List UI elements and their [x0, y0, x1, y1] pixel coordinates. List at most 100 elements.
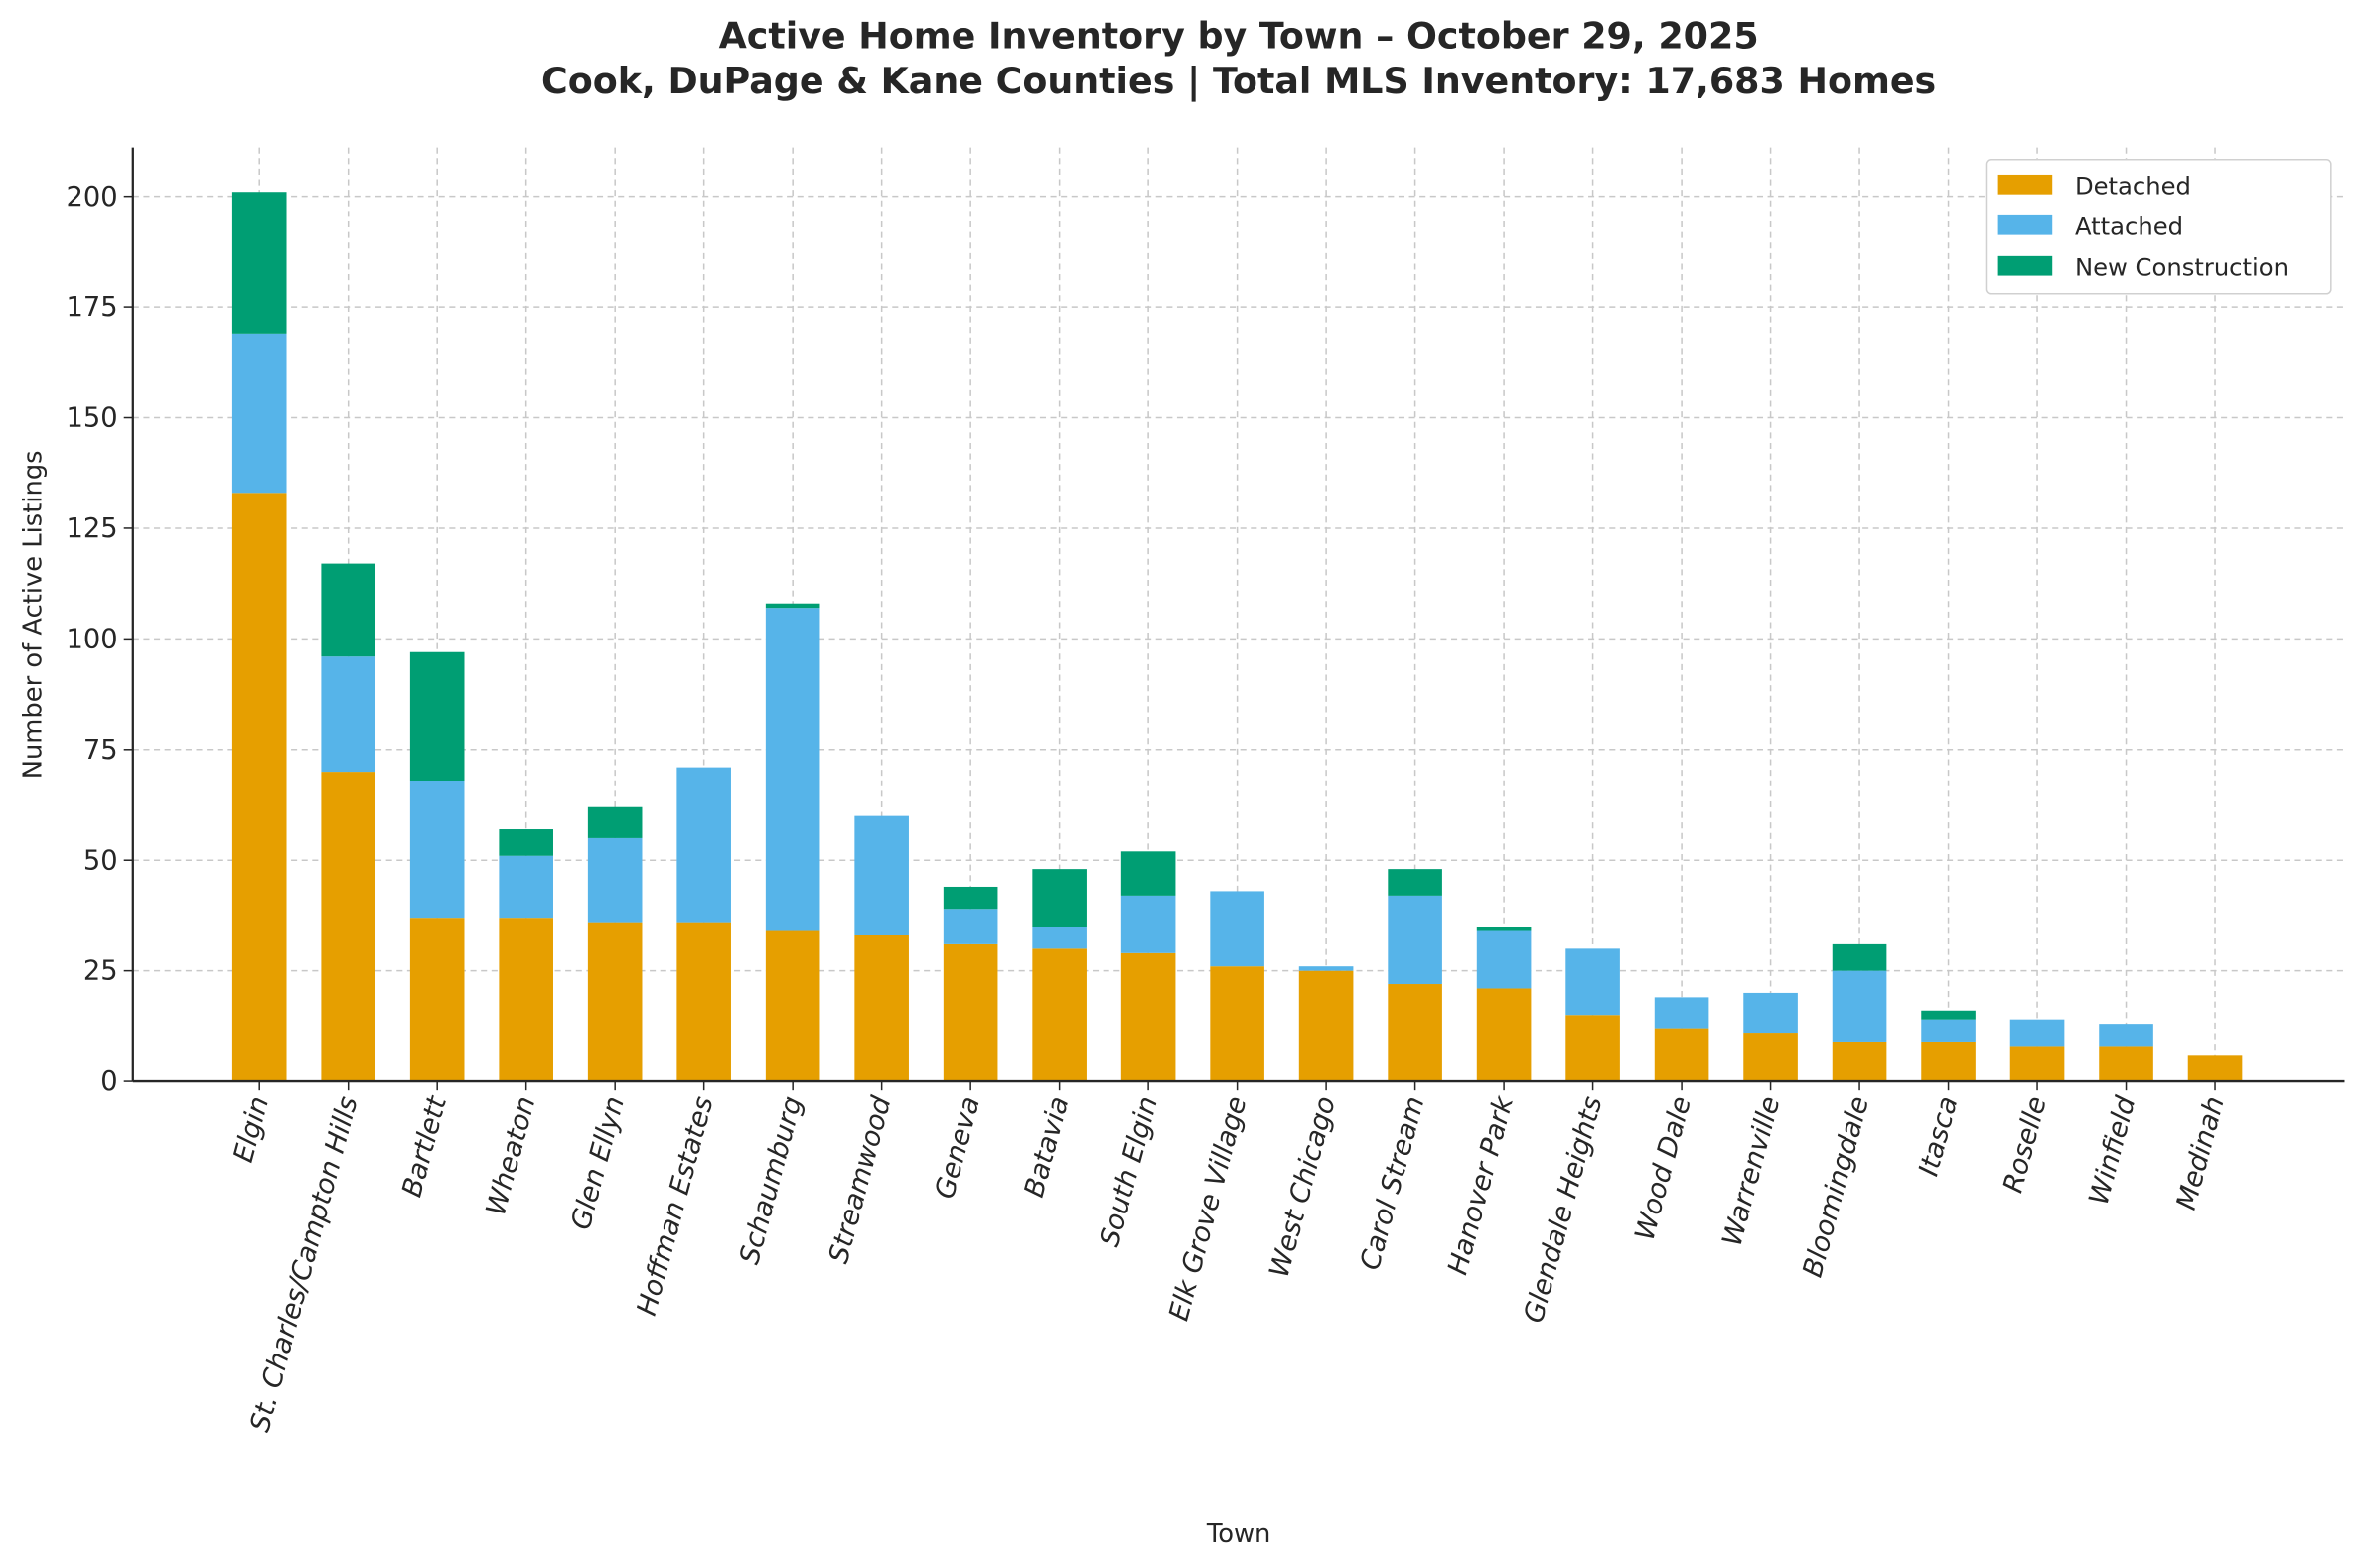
bar-detached	[676, 922, 731, 1082]
y-axis-label: Number of Active Listings	[18, 450, 48, 779]
bar-detached	[1921, 1041, 1976, 1082]
y-tick-label: 50	[83, 845, 118, 876]
bar-detached	[321, 772, 376, 1082]
bar-detached	[1565, 1015, 1620, 1082]
bar-detached	[2099, 1046, 2153, 1082]
x-tick-label: Bloomingdale	[1798, 1093, 1875, 1281]
bar-attached	[1654, 997, 1709, 1029]
x-tick-label: Wheaton	[481, 1093, 542, 1218]
bar-attached	[1565, 948, 1620, 1016]
bar-detached	[1654, 1028, 1709, 1082]
x-tick-label: Roselle	[1997, 1093, 2052, 1196]
x-tick-label: Wood Dale	[1630, 1093, 1698, 1243]
bar-attached	[2009, 1019, 2065, 1047]
y-tick-label: 25	[83, 956, 118, 987]
bar-attached	[943, 909, 998, 944]
bar-attached	[1743, 992, 1798, 1034]
x-tick-label: Medinah	[2171, 1093, 2231, 1213]
x-tick-label: Hanover Park	[1442, 1092, 1520, 1278]
bar-attached	[1298, 966, 1354, 971]
bar-attached	[1032, 927, 1087, 949]
bar-detached	[2009, 1046, 2065, 1082]
bar-new-construction	[1388, 869, 1442, 896]
y-tick-label: 175	[67, 292, 118, 323]
legend-label: Detached	[2075, 172, 2191, 201]
bar-new-construction	[587, 806, 643, 838]
x-tick-label: Streamwood	[823, 1092, 898, 1266]
x-tick-label: Warrenville	[1717, 1093, 1787, 1249]
x-tick-label: Carol Stream	[1355, 1093, 1430, 1273]
bar-attached	[321, 656, 376, 773]
bar-detached	[2187, 1055, 2243, 1082]
bars	[231, 192, 2243, 1082]
bar-new-construction	[1032, 869, 1087, 927]
bar-attached	[676, 767, 731, 923]
bar-detached	[409, 918, 465, 1082]
bar-new-construction	[943, 886, 998, 910]
y-tick-label: 0	[100, 1067, 117, 1097]
bar-attached	[231, 333, 287, 494]
bar-attached	[2099, 1024, 2153, 1047]
x-tick-label: Elgin	[228, 1093, 275, 1166]
bar-new-construction	[321, 563, 376, 657]
bar-new-construction	[231, 192, 287, 334]
bar-attached	[1388, 895, 1442, 985]
legend-label: New Construction	[2075, 253, 2289, 282]
x-tick-label: Batavia	[1019, 1093, 1076, 1201]
bar-new-construction	[1832, 943, 1887, 971]
bar-new-construction	[1921, 1010, 1976, 1020]
legend-swatch	[1997, 255, 2053, 276]
bar-detached	[943, 943, 998, 1082]
bar-attached	[854, 815, 909, 935]
axes	[131, 147, 2345, 1083]
bar-attached	[1210, 891, 1264, 967]
bar-detached	[1120, 952, 1176, 1082]
legend-swatch	[1997, 174, 2053, 195]
bar-new-construction	[1120, 851, 1176, 896]
y-ticks: 0 25 50 75 100 125 150 175 200	[67, 182, 133, 1097]
x-tick-label: Glen Ellyn	[566, 1093, 632, 1233]
x-tick-label: Hoffman Estates	[632, 1093, 720, 1319]
legend: Detached Attached New Construction	[1985, 159, 2332, 295]
bar-detached	[1743, 1033, 1798, 1082]
bar-detached	[765, 930, 820, 1082]
y-tick-label: 100	[67, 624, 118, 654]
y-tick-label: 150	[67, 403, 118, 434]
bar-new-construction	[499, 829, 553, 856]
y-tick-label: 200	[67, 182, 118, 213]
bar-attached	[1921, 1019, 1976, 1042]
bar-attached	[1476, 930, 1532, 989]
bar-detached	[499, 918, 553, 1082]
bar-detached	[1298, 970, 1354, 1082]
bar-detached	[1388, 984, 1442, 1082]
bar-attached	[499, 855, 553, 919]
x-tick-label: Schaumburg	[734, 1093, 809, 1268]
bar-detached	[587, 922, 643, 1082]
y-tick-label: 75	[83, 735, 118, 766]
bar-detached	[1032, 948, 1087, 1082]
bar-attached	[587, 837, 643, 923]
x-tick-label: Bartlett	[396, 1092, 453, 1201]
bar-new-construction	[409, 651, 465, 781]
legend-box	[1985, 159, 2332, 295]
x-tick-label: West Chicago	[1264, 1093, 1342, 1281]
bar-new-construction	[1476, 927, 1532, 931]
x-tick-label: Itasca	[1913, 1093, 1964, 1180]
x-tick-label: Elk Grove Village	[1163, 1093, 1253, 1324]
bar-detached	[1210, 966, 1264, 1082]
bar-detached	[1832, 1041, 1887, 1082]
bar-detached	[854, 934, 909, 1082]
legend-swatch	[1997, 214, 2053, 235]
chart-subtitle: Cook, DuPage & Kane Counties | Total MLS…	[541, 60, 1936, 102]
bar-attached	[1120, 895, 1176, 953]
bar-detached	[1476, 988, 1532, 1082]
bar-attached	[409, 780, 465, 919]
x-tick-label: Geneva	[930, 1093, 986, 1202]
chart-title: Active Home Inventory by Town – October …	[719, 15, 1759, 58]
legend-label: Attached	[2075, 213, 2183, 241]
bar-detached	[231, 493, 287, 1082]
y-tick-label: 125	[67, 513, 118, 544]
x-tick-label: Glendale Heights	[1519, 1093, 1609, 1326]
